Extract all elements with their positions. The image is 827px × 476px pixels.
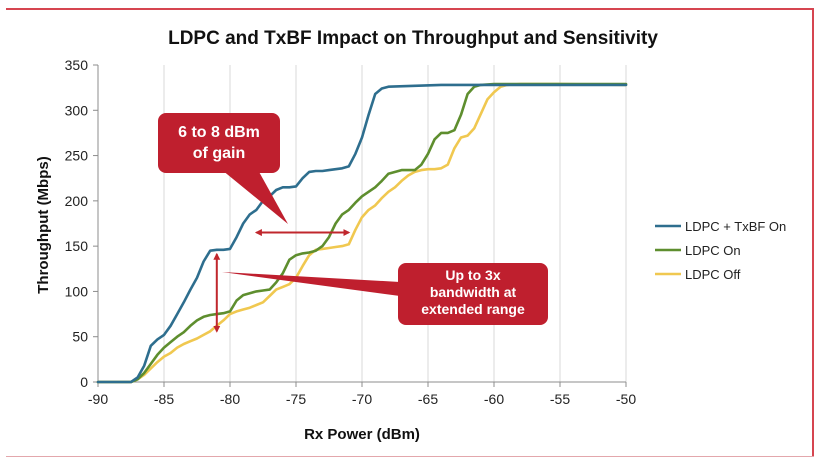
x-tick-label: -50 [616, 391, 636, 407]
gain-callout-text: 6 to 8 dBm [178, 124, 260, 141]
x-tick-label: -60 [484, 391, 504, 407]
x-tick-label: -55 [550, 391, 570, 407]
gain-callout-box [158, 113, 280, 173]
axes [93, 64, 627, 387]
x-tick-label: -90 [88, 391, 108, 407]
series-line-2 [96, 82, 628, 384]
grid-lines [97, 65, 627, 382]
chart-title: LDPC and TxBF Impact on Throughput and S… [168, 28, 658, 49]
legend-label: LDPC On [685, 243, 741, 258]
y-tick-label: 200 [65, 193, 89, 209]
y-axis-label: Throughput (Mbps) [35, 156, 52, 293]
y-tick-label: 0 [80, 374, 88, 390]
y-tick-label: 100 [65, 283, 89, 299]
bandwidth-callout-text: extended range [421, 301, 525, 317]
y-tick-labels: 0 50 100 150 200 250 300 350 [65, 57, 89, 390]
y-tick-label: 50 [72, 329, 88, 345]
x-tick-label: -80 [220, 391, 240, 407]
bandwidth-callout-text: Up to 3x [445, 267, 500, 283]
frame-border-bottom [6, 456, 814, 457]
y-tick-label: 250 [65, 148, 89, 164]
x-tick-labels: -90 -85 -80 -75 -70 -65 -60 -55 -50 [88, 391, 636, 407]
frame-border-right [812, 8, 814, 456]
gain-callout-text: of gain [193, 145, 245, 162]
y-tick-label: 350 [65, 57, 89, 73]
series-line-1 [96, 82, 628, 384]
gain-callout-pointer [222, 170, 288, 224]
legend: LDPC + TxBF On LDPC On LDPC Off [655, 219, 786, 282]
x-axis-label: Rx Power (dBm) [304, 426, 420, 443]
y-tick-label: 150 [65, 238, 89, 254]
series-line-0 [96, 83, 628, 384]
x-tick-label: -75 [286, 391, 306, 407]
bandwidth-callout-text: bandwidth at [430, 284, 517, 300]
series-lines [96, 82, 628, 384]
bandwidth-callout-box [398, 263, 548, 325]
x-tick-label: -85 [154, 391, 174, 407]
x-tick-label: -65 [418, 391, 438, 407]
legend-label: LDPC + TxBF On [685, 219, 786, 234]
y-tick-label: 300 [65, 102, 89, 118]
legend-label: LDPC Off [685, 267, 741, 282]
bandwidth-callout-pointer [222, 272, 400, 296]
frame-border-top [6, 8, 814, 10]
x-tick-label: -70 [352, 391, 372, 407]
